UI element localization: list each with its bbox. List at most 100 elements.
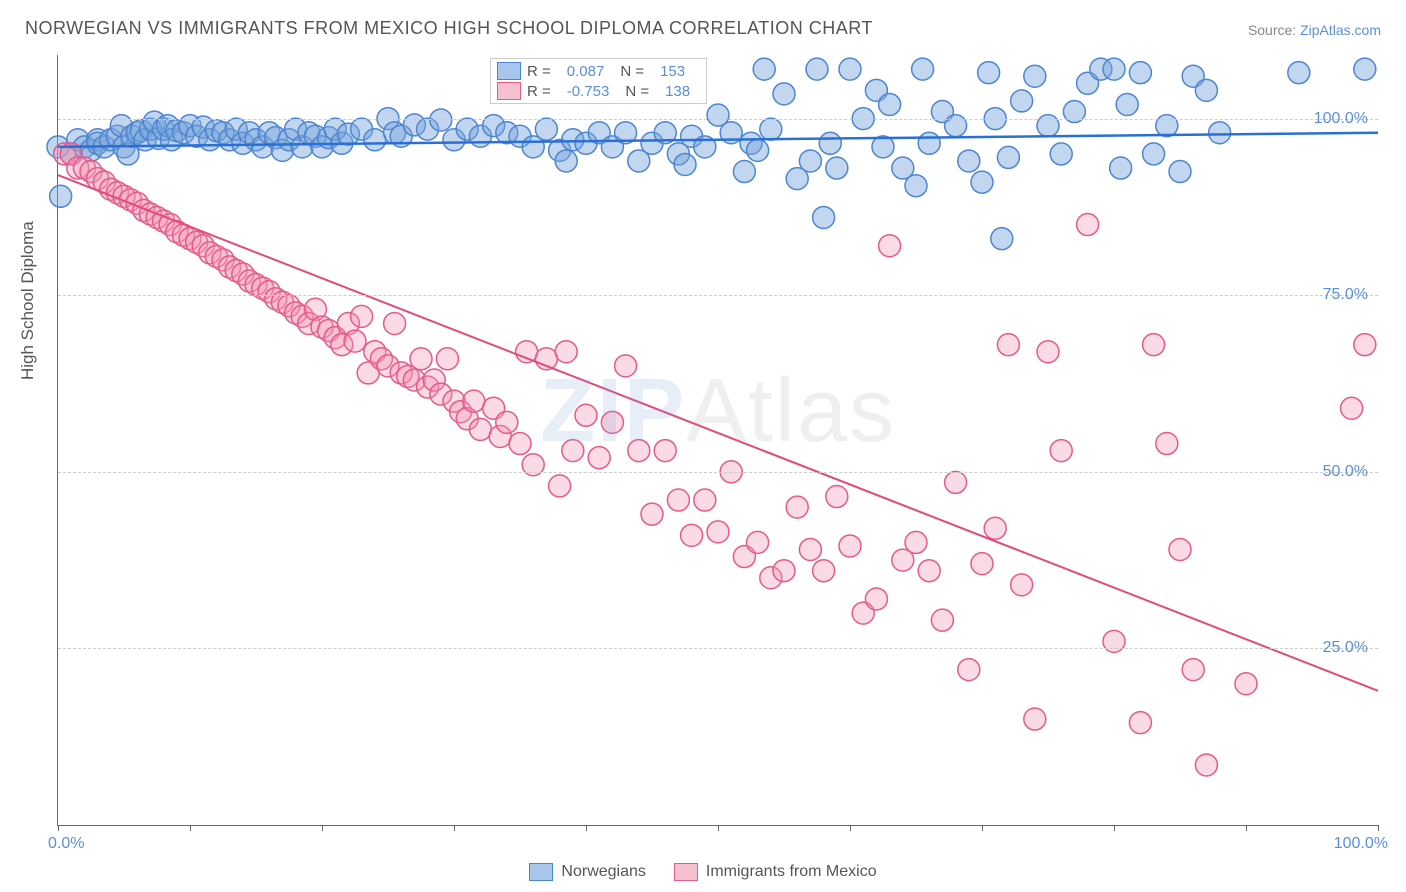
legend-r-label: R = — [527, 83, 551, 100]
data-point — [1129, 712, 1151, 734]
data-point — [839, 58, 861, 80]
legend-n-label: N = — [620, 63, 644, 80]
data-point — [549, 475, 571, 497]
gridline — [58, 648, 1378, 649]
gridline — [58, 472, 1378, 473]
data-point — [588, 447, 610, 469]
y-tick-label: 75.0% — [1315, 286, 1368, 304]
data-point — [978, 62, 1000, 84]
data-point — [984, 517, 1006, 539]
y-tick-label: 100.0% — [1306, 110, 1368, 128]
data-point — [1143, 334, 1165, 356]
data-point — [575, 404, 597, 426]
x-tick — [1114, 825, 1115, 831]
legend-r-value: -0.753 — [557, 83, 620, 100]
data-point — [773, 83, 795, 105]
data-point — [641, 503, 663, 525]
x-axis-max-label: 100.0% — [1334, 835, 1388, 853]
legend-r-value: 0.087 — [557, 63, 615, 80]
data-point — [1341, 397, 1363, 419]
data-point — [905, 531, 927, 553]
legend-swatch — [674, 863, 698, 881]
data-point — [1169, 538, 1191, 560]
data-point — [799, 538, 821, 560]
data-point — [469, 418, 491, 440]
gridline — [58, 119, 1378, 120]
source-link[interactable]: ZipAtlas.com — [1300, 22, 1381, 38]
data-point — [945, 471, 967, 493]
data-point — [971, 171, 993, 193]
data-point — [1195, 754, 1217, 776]
data-point — [813, 206, 835, 228]
x-tick — [58, 825, 59, 831]
data-point — [1024, 65, 1046, 87]
legend-stat-row: R =0.087N =153 — [497, 61, 700, 81]
data-point — [786, 496, 808, 518]
chart-title: NORWEGIAN VS IMMIGRANTS FROM MEXICO HIGH… — [25, 18, 873, 39]
chart-svg — [58, 55, 1378, 825]
data-point — [905, 175, 927, 197]
source-prefix: Source: — [1248, 22, 1300, 38]
data-point — [826, 157, 848, 179]
data-point — [991, 228, 1013, 250]
legend-n-value: 138 — [655, 83, 700, 100]
data-point — [601, 411, 623, 433]
legend-bottom: Norwegians Immigrants from Mexico — [0, 863, 1406, 886]
data-point — [997, 146, 1019, 168]
legend-label: Norwegians — [561, 863, 645, 881]
data-point — [912, 58, 934, 80]
y-tick-label: 25.0% — [1315, 639, 1368, 657]
data-point — [351, 305, 373, 327]
data-point — [364, 129, 386, 151]
data-point — [694, 489, 716, 511]
data-point — [1037, 341, 1059, 363]
data-point — [760, 118, 782, 140]
source-attribution: Source: ZipAtlas.com — [1248, 22, 1381, 38]
data-point — [555, 150, 577, 172]
y-axis-label: High School Diploma — [18, 221, 38, 380]
x-axis-min-label: 0.0% — [48, 835, 84, 853]
x-tick — [190, 825, 191, 831]
x-tick — [982, 825, 983, 831]
data-point — [615, 355, 637, 377]
data-point — [654, 440, 676, 462]
data-point — [674, 153, 696, 175]
data-point — [799, 150, 821, 172]
data-point — [997, 334, 1019, 356]
data-point — [384, 312, 406, 334]
data-point — [1195, 79, 1217, 101]
data-point — [1156, 433, 1178, 455]
x-tick — [586, 825, 587, 831]
data-point — [430, 109, 452, 131]
data-point — [747, 139, 769, 161]
legend-label: Immigrants from Mexico — [706, 863, 877, 881]
data-point — [1354, 334, 1376, 356]
data-point — [958, 659, 980, 681]
data-point — [562, 440, 584, 462]
data-point — [681, 524, 703, 546]
legend-swatch — [497, 62, 521, 80]
data-point — [1110, 157, 1132, 179]
x-tick — [1246, 825, 1247, 831]
data-point — [1103, 58, 1125, 80]
y-tick-label: 50.0% — [1315, 463, 1368, 481]
legend-n-label: N = — [625, 83, 649, 100]
data-point — [628, 440, 650, 462]
x-tick — [850, 825, 851, 831]
data-point — [879, 93, 901, 115]
data-point — [1116, 93, 1138, 115]
data-point — [410, 348, 432, 370]
data-point — [1169, 161, 1191, 183]
data-point — [1011, 574, 1033, 596]
data-point — [971, 553, 993, 575]
data-point — [733, 161, 755, 183]
data-point — [806, 58, 828, 80]
data-point — [879, 235, 901, 257]
data-point — [1050, 143, 1072, 165]
x-tick — [718, 825, 719, 831]
legend-swatch — [497, 82, 521, 100]
data-point — [509, 433, 531, 455]
data-point — [1143, 143, 1165, 165]
data-point — [707, 521, 729, 543]
data-point — [555, 341, 577, 363]
